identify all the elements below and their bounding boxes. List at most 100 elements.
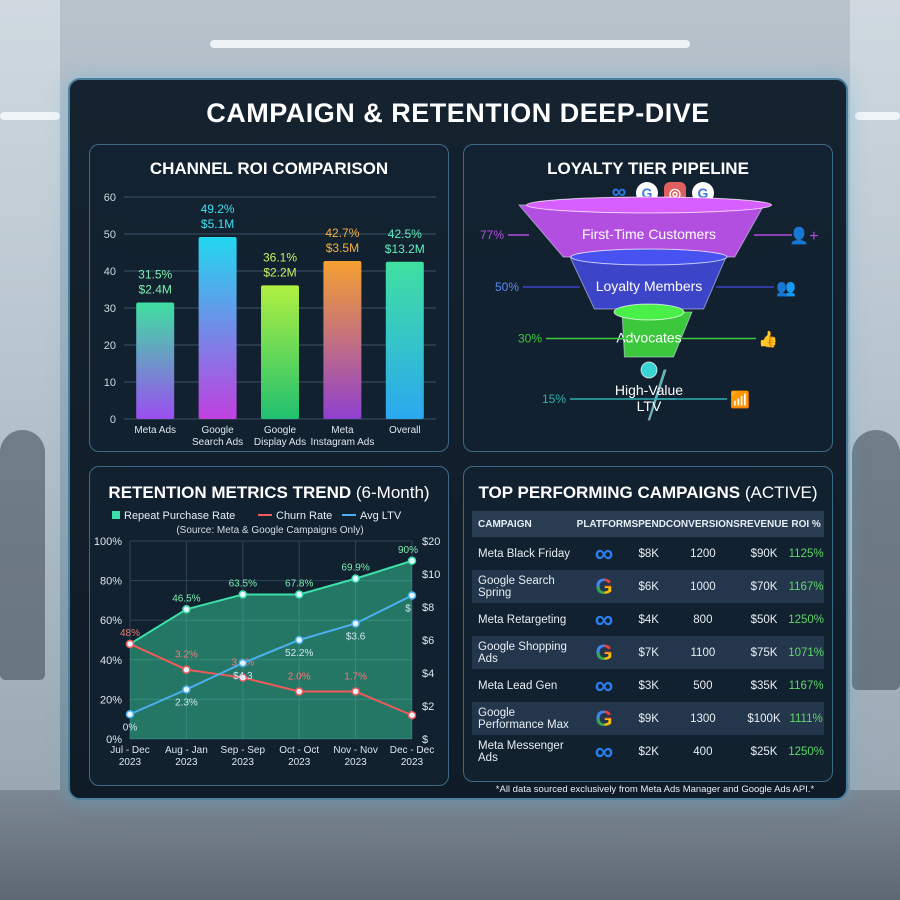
bar-data-label: 31.5%	[138, 267, 172, 281]
column-header[interactable]: CONVERSIONS	[665, 511, 740, 537]
y-right-tick-label: $20	[422, 536, 440, 548]
data-label: 3.2%	[175, 650, 198, 661]
x-tick-label: Sep - Sep	[221, 745, 266, 756]
roi: 1167%	[788, 679, 824, 692]
x-tick-label: Aug - Jan	[165, 745, 208, 756]
y-tick-label: 10	[104, 377, 116, 389]
campaigns-title-suffix: (ACTIVE)	[744, 483, 818, 502]
revenue: $70K	[739, 570, 789, 603]
campaign-name: Meta Lead Gen	[478, 679, 558, 692]
spend: $9K	[631, 702, 666, 735]
bar-2	[261, 285, 299, 419]
column-header[interactable]: REVENUE	[739, 511, 789, 537]
column-header[interactable]: CAMPAIGN	[472, 511, 577, 537]
table-row[interactable]: Meta Retargeting ∞ $4K 800 $50K 1250%	[472, 603, 824, 636]
bar-1	[198, 236, 237, 419]
footnote: *All data sourced exclusively from Meta …	[495, 784, 815, 795]
x-tick-label: Meta Ads	[134, 425, 176, 436]
table-row[interactable]: Meta Black Friday ∞ $8K 1200 $90K 1125%	[472, 537, 824, 570]
conversions: 400	[693, 745, 713, 758]
data-point	[238, 590, 248, 599]
x-tick-label: Display Ads	[254, 437, 306, 448]
x-tick-label: 2023	[119, 757, 142, 768]
table-row[interactable]: Meta Messenger Ads ∞ $2K 400 $25K 1250%	[472, 735, 824, 768]
legend-label: Churn Rate	[276, 510, 332, 522]
legend-label: Repeat Purchase Rate	[124, 510, 235, 522]
data-label: 90%	[398, 545, 418, 556]
revenue: $90K	[750, 547, 778, 560]
funnel-rim	[613, 303, 685, 321]
y-right-tick-label: $10	[422, 569, 440, 581]
conversions: 1200	[690, 547, 716, 560]
bar-data-label: $2.4M	[139, 282, 172, 296]
table-row[interactable]: Google Performance Max G $9K 1300 $100K 1111%	[472, 702, 824, 735]
table-row[interactable]: Google Search Spring G $6K 1000 $70K 1167%	[472, 570, 824, 603]
bar-data-label: $2.2M	[263, 265, 296, 279]
spend: $7K	[631, 636, 666, 669]
column-header[interactable]: SPEND	[631, 511, 666, 537]
table-row[interactable]: Google Shopping Ads G $7K 1100 $75K 1071%	[472, 636, 824, 669]
data-point	[351, 619, 360, 628]
y-right-tick-label: $	[422, 734, 428, 746]
revenue: $100K	[739, 702, 789, 735]
google-icon: G	[595, 639, 613, 665]
funnel-rim	[526, 196, 772, 214]
data-label: 69.9%	[341, 563, 369, 574]
funnel-pct-label: 15%	[542, 392, 566, 406]
chart-subtitle: (Source: Meta & Google Campaigns Only)	[176, 525, 363, 536]
campaigns-panel: TOP PERFORMING CAMPAIGNS (ACTIVE) CAMPAI…	[463, 466, 833, 782]
data-point	[351, 687, 360, 696]
data-label: 63.5%	[229, 578, 257, 589]
campaign-name: Meta Messenger Ads	[478, 739, 564, 764]
column-header[interactable]: PLATFORM	[576, 511, 632, 537]
y-left-tick-label: 100%	[94, 536, 122, 548]
y-right-tick-label: $8	[422, 602, 434, 614]
spend: $8K	[638, 547, 659, 560]
platform-cell: ∞	[577, 735, 632, 768]
y-tick-label: 0	[110, 414, 116, 426]
user-plus-icon: 👤+	[789, 226, 818, 245]
y-tick-label: 30	[104, 303, 116, 315]
data-label: 0%	[123, 722, 138, 733]
meta-icon: ∞	[594, 604, 614, 634]
y-left-tick-label: 20%	[100, 694, 122, 706]
thumbs-up-icon: 👍	[758, 330, 778, 349]
data-point	[294, 687, 304, 696]
x-tick-label: Dec - Dec	[390, 745, 434, 756]
funnel-tier-label: Advocates	[616, 330, 681, 346]
x-tick-label: Search Ads	[192, 437, 243, 448]
data-label: 2.0%	[288, 671, 311, 682]
loyalty-funnel-panel: LOYALTY TIER PIPELINE ∞ G ◎ G First-Time Cus…	[463, 144, 833, 452]
data-point	[407, 710, 417, 720]
spend: $4K	[638, 613, 659, 626]
y-left-tick-label: 40%	[100, 655, 122, 667]
platform-cell: G	[576, 570, 632, 603]
data-point	[407, 556, 417, 566]
column-header[interactable]: ROI %	[788, 511, 824, 537]
loyalty-funnel-title: LOYALTY TIER PIPELINE	[547, 159, 749, 178]
spend: $2K	[638, 745, 659, 758]
funnel-tier-3	[647, 369, 667, 421]
table-row[interactable]: Meta Lead Gen ∞ $3K 500 $35K 1167%	[472, 669, 824, 702]
data-label: 67.8%	[285, 578, 313, 589]
retention-line-chart: Repeat Purchase Rate Churn Rate Avg LTV (So…	[94, 510, 441, 768]
data-point	[351, 574, 360, 583]
campaign-name: Google Performance Max	[472, 702, 577, 735]
retention-title: RETENTION METRICS TREND	[108, 483, 352, 502]
data-label: 2.3%	[175, 698, 198, 709]
y-left-tick-label: 0%	[106, 734, 122, 746]
data-label: 52.2%	[285, 648, 313, 659]
funnel-pct-label: 30%	[518, 332, 542, 346]
funnel-rim	[570, 248, 728, 266]
x-tick-label: 2023	[344, 757, 367, 768]
channel-roi-title: CHANNEL ROI COMPARISON	[149, 159, 389, 178]
roi-bar-chart: 0 10 20 30 40 50 60 31.5%$2.4M Meta Ads 49.2%$5.1…	[104, 192, 436, 448]
data-point	[294, 635, 304, 645]
area-0	[130, 560, 412, 739]
data-point	[182, 605, 191, 614]
conversions: 1300	[665, 702, 740, 735]
x-tick-label: Google	[264, 425, 297, 436]
bar-chart-icon: 📶	[730, 390, 750, 409]
x-tick-label: Instagram Ads	[310, 437, 374, 448]
